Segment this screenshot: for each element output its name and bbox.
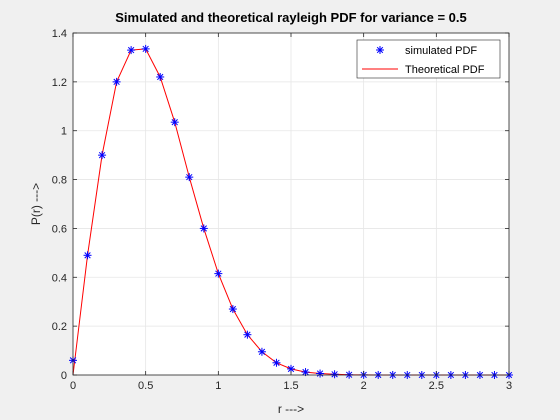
data-point-simulated <box>272 358 281 367</box>
y-axis-label: P(r) ---> <box>29 183 43 225</box>
legend-marker-simulated <box>376 46 384 54</box>
data-point-simulated <box>112 77 121 86</box>
data-point-simulated <box>156 72 165 81</box>
y-tick-label: 1 <box>61 126 67 138</box>
data-point-simulated <box>243 330 252 339</box>
data-point-simulated <box>214 269 223 278</box>
data-point-simulated <box>199 224 208 233</box>
legend: simulated PDF Theoretical PDF <box>356 39 501 79</box>
chart-title: Simulated and theoretical rayleigh PDF f… <box>115 10 466 25</box>
y-tick-label: 0.4 <box>52 272 67 284</box>
data-point-simulated <box>98 151 107 160</box>
x-tick-label: 2.5 <box>429 380 444 392</box>
legend-box <box>356 39 501 79</box>
x-tick-label: 2 <box>361 380 367 392</box>
y-tick-label: 0.2 <box>52 321 67 333</box>
data-point-simulated <box>257 347 266 356</box>
data-point-simulated <box>127 46 136 55</box>
legend-label-simulated: simulated PDF <box>405 45 477 57</box>
y-tick-label: 0 <box>61 370 67 382</box>
y-tick-label: 0.8 <box>52 175 67 187</box>
x-axis-label: r ---> <box>278 402 304 416</box>
y-tick-label: 1.4 <box>52 28 67 40</box>
legend-asterisk <box>376 46 384 54</box>
data-point-simulated <box>170 118 179 127</box>
data-point-simulated <box>228 305 237 314</box>
x-tick-label: 1 <box>215 380 221 392</box>
data-point-simulated <box>83 251 92 260</box>
x-tick-label: 0.5 <box>138 380 153 392</box>
legend-label-theoretical: Theoretical PDF <box>405 64 485 76</box>
y-tick-label: 1.2 <box>52 77 67 89</box>
x-tick-label: 0 <box>70 380 76 392</box>
data-point-simulated <box>141 44 150 53</box>
y-tick-label: 0.6 <box>52 223 67 235</box>
x-axis-ticks: 0 0.5 1 1.5 2 2.5 3 <box>70 33 512 392</box>
data-point-simulated <box>316 369 325 378</box>
data-point-simulated <box>330 370 339 379</box>
x-tick-label: 1.5 <box>283 380 298 392</box>
data-point-simulated <box>185 173 194 182</box>
x-tick-label: 3 <box>506 380 512 392</box>
y-axis-ticks: 0 0.2 0.4 0.6 0.8 1 1.2 1.4 <box>52 28 509 382</box>
